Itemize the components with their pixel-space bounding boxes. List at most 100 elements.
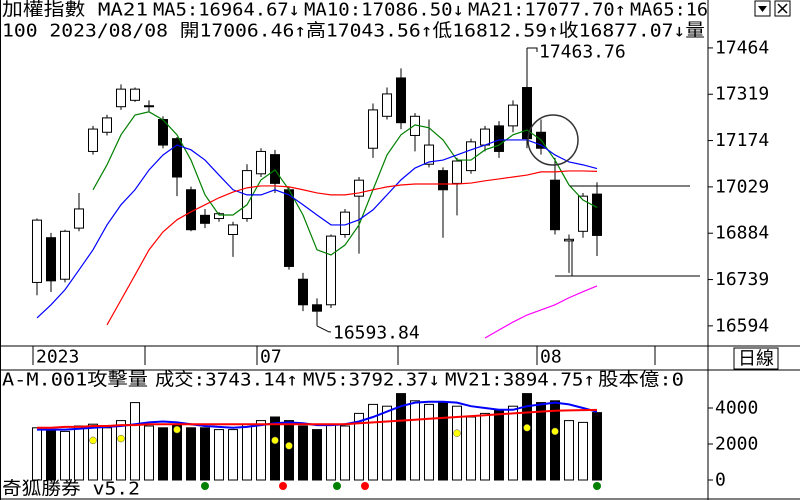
annotation: 17463.76 xyxy=(539,41,626,62)
ma-line xyxy=(92,111,598,256)
indicator-dot xyxy=(551,427,559,436)
candle-body xyxy=(494,125,504,152)
legend-entry: MV21:3894.75↑ xyxy=(445,370,595,391)
candle-body xyxy=(424,144,434,165)
candle-body xyxy=(228,224,238,236)
y-tick-label: 16884 xyxy=(715,223,769,244)
candle-body xyxy=(102,117,112,133)
candle-body xyxy=(172,138,182,178)
candle-body xyxy=(592,193,602,236)
volume-bar xyxy=(536,402,546,481)
candle-body xyxy=(522,87,532,140)
candle-body xyxy=(298,278,308,306)
candle-body xyxy=(74,208,84,229)
footer: 奇狐勝券 v5.2 xyxy=(2,479,140,500)
x-tick-label: 2023 xyxy=(36,347,79,368)
y-tick-label: 17464 xyxy=(715,37,769,58)
candle-body xyxy=(578,195,588,232)
signal-dot xyxy=(593,482,601,490)
period-label: 日線 xyxy=(738,349,774,370)
volume-bar xyxy=(200,427,210,481)
candle-body xyxy=(452,160,462,184)
volume-bar xyxy=(298,425,308,481)
candle-body xyxy=(564,238,574,242)
volume-bar xyxy=(494,409,504,481)
signal-dot xyxy=(201,482,209,490)
volume-bar xyxy=(284,420,294,481)
volume-bar xyxy=(592,412,602,481)
y-tick-label: 17319 xyxy=(715,84,769,105)
volume-bar xyxy=(480,412,490,481)
candle-body xyxy=(256,150,266,175)
drawn-circle xyxy=(527,114,579,166)
volume-bar xyxy=(186,427,196,481)
signal-dot xyxy=(333,482,341,490)
candle-body xyxy=(550,179,560,231)
x-tick-label: 07 xyxy=(260,347,282,368)
close-icon xyxy=(777,3,788,14)
legend-entry: MA65:16 xyxy=(630,0,708,21)
candle-body xyxy=(60,230,70,280)
candle-body xyxy=(130,88,140,101)
y-tick-label: 17029 xyxy=(715,176,769,197)
candle-body xyxy=(88,128,98,152)
volume-bar xyxy=(144,425,154,481)
menu-icon xyxy=(758,6,767,12)
volume-bar xyxy=(354,412,364,481)
volume-bar xyxy=(438,402,448,481)
candle-body xyxy=(508,104,518,127)
signal-dot xyxy=(361,482,369,490)
volume-bar xyxy=(326,423,336,481)
candle-body xyxy=(312,304,322,312)
candle-body xyxy=(396,77,406,124)
indicator-dot xyxy=(117,434,125,443)
candle-body xyxy=(284,189,294,267)
volume-bar xyxy=(550,400,560,481)
candle-body xyxy=(200,214,210,224)
legend-entry: MA21:17077.70↑ xyxy=(468,0,626,21)
volume-bar xyxy=(522,393,532,481)
volume-bar xyxy=(410,400,420,481)
y-tick-label: 16739 xyxy=(715,269,769,290)
volume-bar xyxy=(396,393,406,481)
indicator-dot xyxy=(173,425,181,434)
volume-bar xyxy=(74,425,84,481)
annotation-leader xyxy=(527,47,538,52)
volume-bar xyxy=(270,416,280,481)
volume-bar xyxy=(46,429,56,481)
volume-bar xyxy=(256,420,266,481)
candle-body xyxy=(116,88,126,108)
volume-bar xyxy=(312,429,322,481)
legend-entry: 股本億:0 xyxy=(598,370,684,391)
signal-dot xyxy=(279,482,287,490)
volume-bar xyxy=(130,402,140,481)
volume-bar xyxy=(508,405,518,481)
volume-bar xyxy=(578,421,588,481)
legend-entry: MA5:16964.67↓ xyxy=(153,0,300,21)
volume-bar xyxy=(60,430,70,481)
period-box[interactable] xyxy=(733,347,779,370)
volume-bar xyxy=(564,420,574,481)
ma-line xyxy=(106,170,598,326)
y-tick-label: 0 xyxy=(715,469,726,490)
candle-body xyxy=(32,219,42,283)
y-tick-label: 16594 xyxy=(715,315,769,336)
y-tick-label: 17174 xyxy=(715,130,769,151)
header-title: 加權指數 MA21 xyxy=(2,0,148,21)
y-tick-label: 4000 xyxy=(715,397,758,418)
volume-bar xyxy=(368,403,378,481)
candle-body xyxy=(46,237,56,282)
indicator-dot xyxy=(453,429,461,437)
overlay-layer: 17464 17319 17174 17029 16884 16739 16594 2023 0… xyxy=(32,0,769,490)
candle-body xyxy=(368,109,378,149)
header-info: 100 2023/08/08 開17006.46↑高17043.56↑低1681… xyxy=(2,21,705,42)
candle-body xyxy=(354,179,364,197)
candle-body xyxy=(144,105,154,108)
volume-bar xyxy=(116,420,126,481)
volume-bar xyxy=(466,416,476,481)
legend-entry: 成交:3743.14↑ xyxy=(155,370,298,391)
indicator-dot xyxy=(271,436,279,445)
axis-panel xyxy=(708,0,800,500)
volume-bar xyxy=(452,405,462,481)
